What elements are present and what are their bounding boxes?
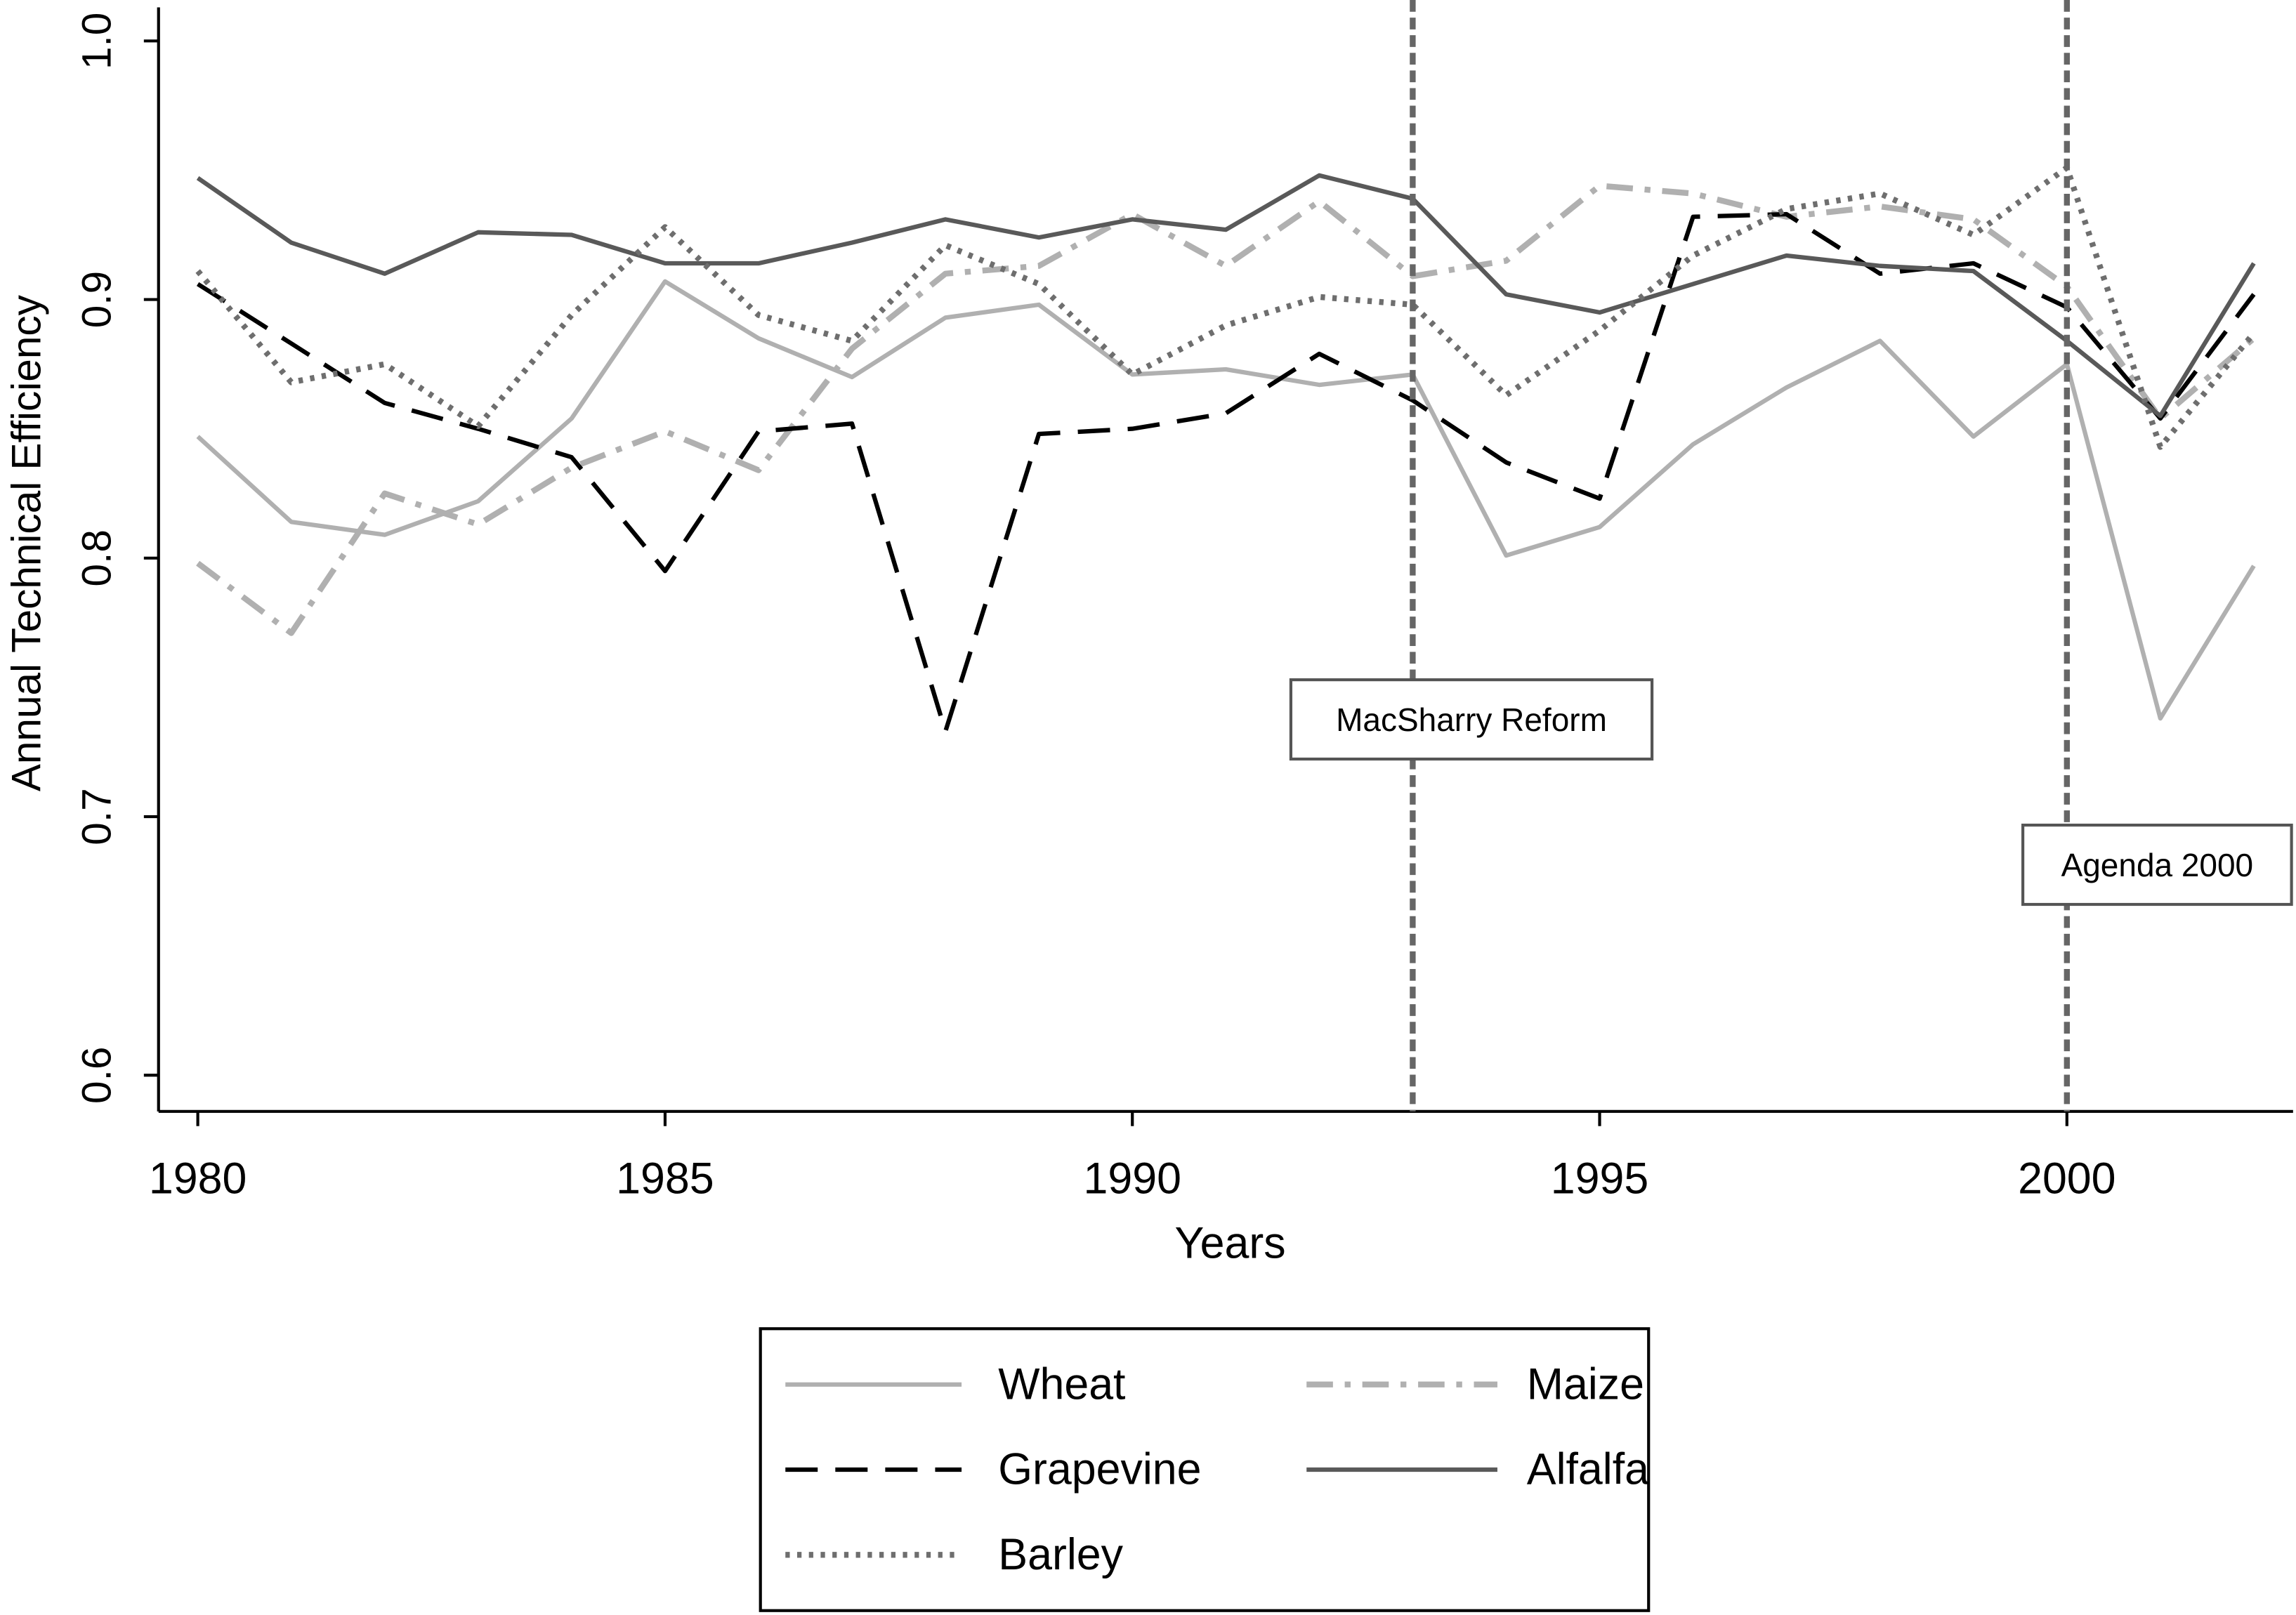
legend-label: Maize <box>1527 1359 1644 1409</box>
x-tick-label: 2000 <box>2018 1154 2115 1204</box>
annotation-box <box>2021 824 2293 907</box>
x-tick-label: 1990 <box>1083 1154 1181 1204</box>
y-tick-label: 0.7 <box>74 788 120 845</box>
legend-label: Alfalfa <box>1527 1445 1649 1494</box>
annotation-box <box>1289 678 1654 761</box>
x-tick-label: 1995 <box>1551 1154 1648 1204</box>
legend-label: Grapevine <box>998 1445 1201 1494</box>
x-tick-label: 1980 <box>149 1154 247 1204</box>
annotation-label: Agenda 2000 <box>2061 847 2254 883</box>
y-tick-label: 0.8 <box>74 529 120 586</box>
line-series <box>195 164 2257 450</box>
line-series <box>196 279 2256 721</box>
y-tick-label: 0.9 <box>74 271 120 328</box>
y-tick-label: 1.0 <box>74 13 120 70</box>
legend-label: Barley <box>998 1530 1123 1579</box>
y-tick-label: 0.6 <box>74 1047 120 1104</box>
annotation-label: MacSharry Reform <box>1336 701 1607 738</box>
y-axis-title: Annual Technical Efficiency <box>4 294 49 791</box>
x-tick-label: 1985 <box>616 1154 714 1204</box>
line-series <box>196 183 2256 636</box>
x-axis-title: Years <box>1175 1219 1286 1268</box>
line-series <box>196 173 2256 418</box>
legend-label: Wheat <box>998 1359 1125 1409</box>
line-series <box>196 211 2256 734</box>
